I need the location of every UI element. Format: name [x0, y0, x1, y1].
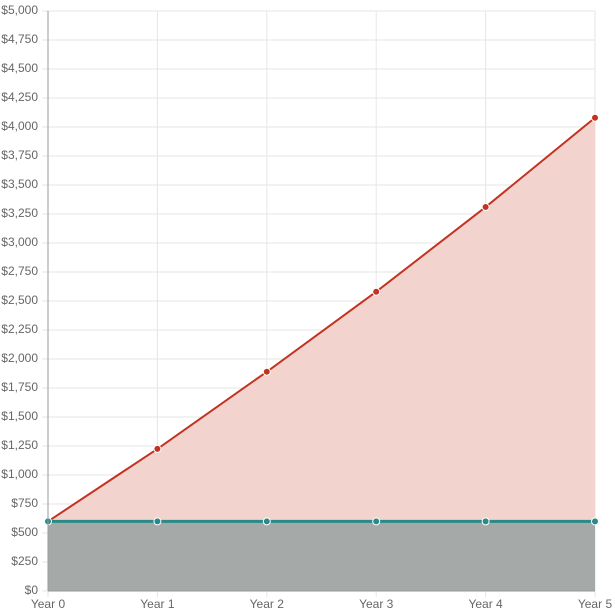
y-tick-label: $4,500 — [1, 61, 38, 75]
x-tick-label: Year 3 — [359, 597, 394, 611]
y-tick-label: $2,250 — [1, 322, 38, 336]
y-tick-label: $5,000 — [1, 3, 38, 17]
y-tick-label: $4,000 — [1, 119, 38, 133]
x-tick-label: Year 0 — [31, 597, 66, 611]
y-tick-label: $1,750 — [1, 380, 38, 394]
point — [481, 517, 490, 526]
point — [591, 113, 599, 122]
y-tick-label: $1,000 — [1, 467, 38, 481]
y-tick-label: $3,750 — [1, 148, 38, 162]
x-tick-label: Year 4 — [468, 597, 503, 611]
y-tick-label: $2,000 — [1, 351, 38, 365]
y-tick-label: $3,500 — [1, 177, 38, 191]
y-tick-label: $0 — [25, 583, 39, 597]
y-tick-label: $4,250 — [1, 90, 38, 104]
y-tick-label: $3,250 — [1, 206, 38, 220]
y-tick-label: $500 — [11, 525, 38, 539]
point — [481, 203, 490, 212]
x-tick-label: Year 1 — [140, 597, 175, 611]
y-tick-label: $1,250 — [1, 438, 38, 452]
y-tick-label: $2,500 — [1, 293, 38, 307]
y-tick-label: $1,500 — [1, 409, 38, 423]
point — [591, 517, 599, 526]
point — [153, 444, 162, 453]
x-tick-label: Year 5 — [578, 597, 613, 611]
area — [48, 117, 595, 591]
line — [47, 116, 596, 523]
point — [262, 367, 271, 376]
y-tick-label: $750 — [11, 496, 38, 510]
x-tick-label: Year 2 — [250, 597, 285, 611]
y-tick-label: $2,750 — [1, 264, 38, 278]
y-tick-label: $250 — [11, 554, 38, 568]
y-tick-label: $3,000 — [1, 235, 38, 249]
area — [48, 521, 595, 591]
point — [262, 517, 271, 526]
point — [372, 287, 381, 296]
point — [372, 517, 381, 526]
y-tick-label: $4,750 — [1, 32, 38, 46]
point — [153, 517, 162, 526]
